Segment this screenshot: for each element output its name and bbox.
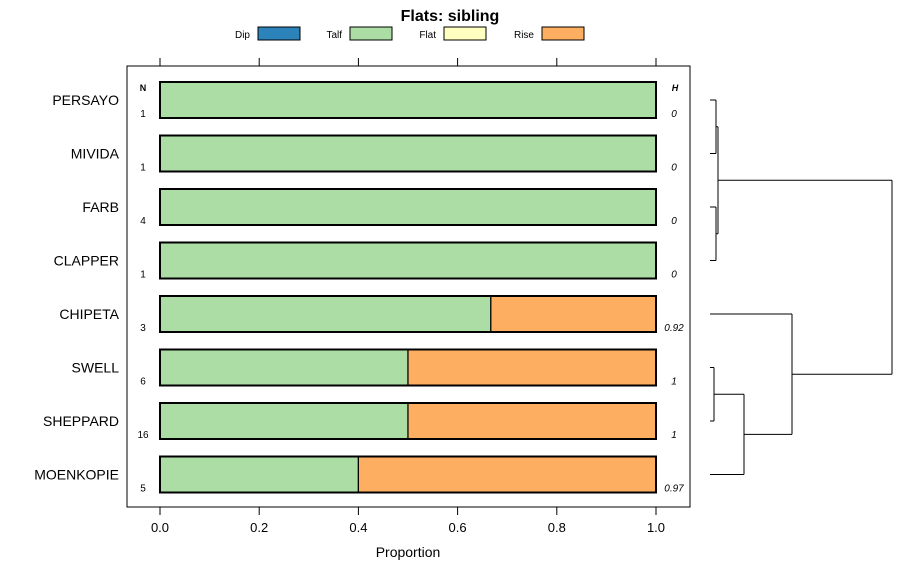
bar-segment bbox=[159, 455, 359, 494]
h-value: 0.92 bbox=[664, 323, 684, 334]
legend-label-talf: Talf bbox=[326, 30, 342, 41]
h-column-header: H bbox=[672, 83, 679, 93]
bar-segment bbox=[490, 295, 657, 333]
bar-segment bbox=[159, 134, 657, 173]
bar-outline bbox=[159, 402, 657, 440]
n-value: 3 bbox=[140, 323, 146, 334]
n-value: 1 bbox=[140, 109, 146, 120]
x-tick-label: 0.6 bbox=[449, 520, 467, 535]
x-tick-label: 1.0 bbox=[647, 520, 665, 535]
h-value: 0.97 bbox=[664, 484, 684, 495]
legend-swatch-rise bbox=[541, 26, 585, 41]
n-value: 5 bbox=[140, 484, 146, 495]
x-tick-label: 0.2 bbox=[250, 520, 268, 535]
category-label: MOENKOPIE bbox=[34, 467, 119, 483]
legend-label-dip: Dip bbox=[235, 30, 250, 41]
plot-frame bbox=[126, 65, 691, 508]
legend-label-flat: Flat bbox=[419, 30, 436, 41]
category-label: PERSAYO bbox=[52, 92, 119, 108]
x-axis: 0.0 0.2 0.4 0.6 0.8 1.0 bbox=[151, 58, 665, 535]
legend-swatch-dip bbox=[257, 26, 301, 41]
x-axis-label: Proportion bbox=[376, 544, 441, 560]
bar-outline bbox=[159, 81, 657, 119]
category-label: CLAPPER bbox=[54, 253, 119, 269]
h-value: 0 bbox=[671, 216, 677, 227]
n-value: 4 bbox=[140, 216, 146, 227]
bar-segment bbox=[159, 241, 657, 280]
legend-swatch-flat bbox=[443, 26, 487, 41]
n-value: 6 bbox=[140, 377, 146, 388]
bar-segment bbox=[159, 188, 657, 226]
n-value: 1 bbox=[140, 270, 146, 281]
bar-outline bbox=[159, 455, 657, 494]
h-value: 1 bbox=[671, 430, 677, 441]
legend-label-rise: Rise bbox=[514, 30, 534, 41]
category-label: MIVIDA bbox=[71, 146, 120, 162]
legend-swatch-talf bbox=[349, 26, 393, 41]
bar-outline bbox=[159, 241, 657, 280]
legend: Dip Talf Flat Rise bbox=[235, 26, 585, 41]
n-value: 1 bbox=[140, 163, 146, 174]
chart-title: Flats: sibling bbox=[401, 8, 500, 25]
x-tick-label: 0.8 bbox=[548, 520, 566, 535]
h-value: 1 bbox=[671, 377, 677, 388]
category-label: SHEPPARD bbox=[43, 413, 119, 429]
h-value: 0 bbox=[671, 109, 677, 120]
bar-outline bbox=[159, 348, 657, 387]
bar-segment bbox=[357, 455, 657, 494]
category-label: CHIPETA bbox=[59, 306, 119, 322]
bar-segment bbox=[159, 402, 409, 440]
bar-segment bbox=[159, 295, 492, 333]
category-label: SWELL bbox=[72, 360, 120, 376]
h-value: 0 bbox=[671, 163, 677, 174]
category-label: FARB bbox=[82, 199, 119, 215]
bar-segment bbox=[159, 348, 409, 387]
category-labels: PERSAYO 1 0 MIVIDA 1 0 FARB 4 0 CLAPPER 1 0 CHIPETA 3… bbox=[34, 92, 684, 495]
x-tick-label: 0.0 bbox=[151, 520, 169, 535]
h-value: 0 bbox=[671, 270, 677, 281]
bar-outline bbox=[159, 188, 657, 226]
bar-segment bbox=[159, 81, 657, 119]
x-tick-label: 0.4 bbox=[349, 520, 367, 535]
n-value: 16 bbox=[137, 430, 149, 441]
bar-segment bbox=[407, 348, 657, 387]
dendrogram bbox=[710, 99, 893, 475]
bar-outline bbox=[159, 295, 657, 333]
bar-outline bbox=[159, 134, 657, 173]
bars-group bbox=[159, 81, 657, 494]
n-column-header: N bbox=[140, 83, 147, 93]
bar-segment bbox=[407, 402, 657, 440]
